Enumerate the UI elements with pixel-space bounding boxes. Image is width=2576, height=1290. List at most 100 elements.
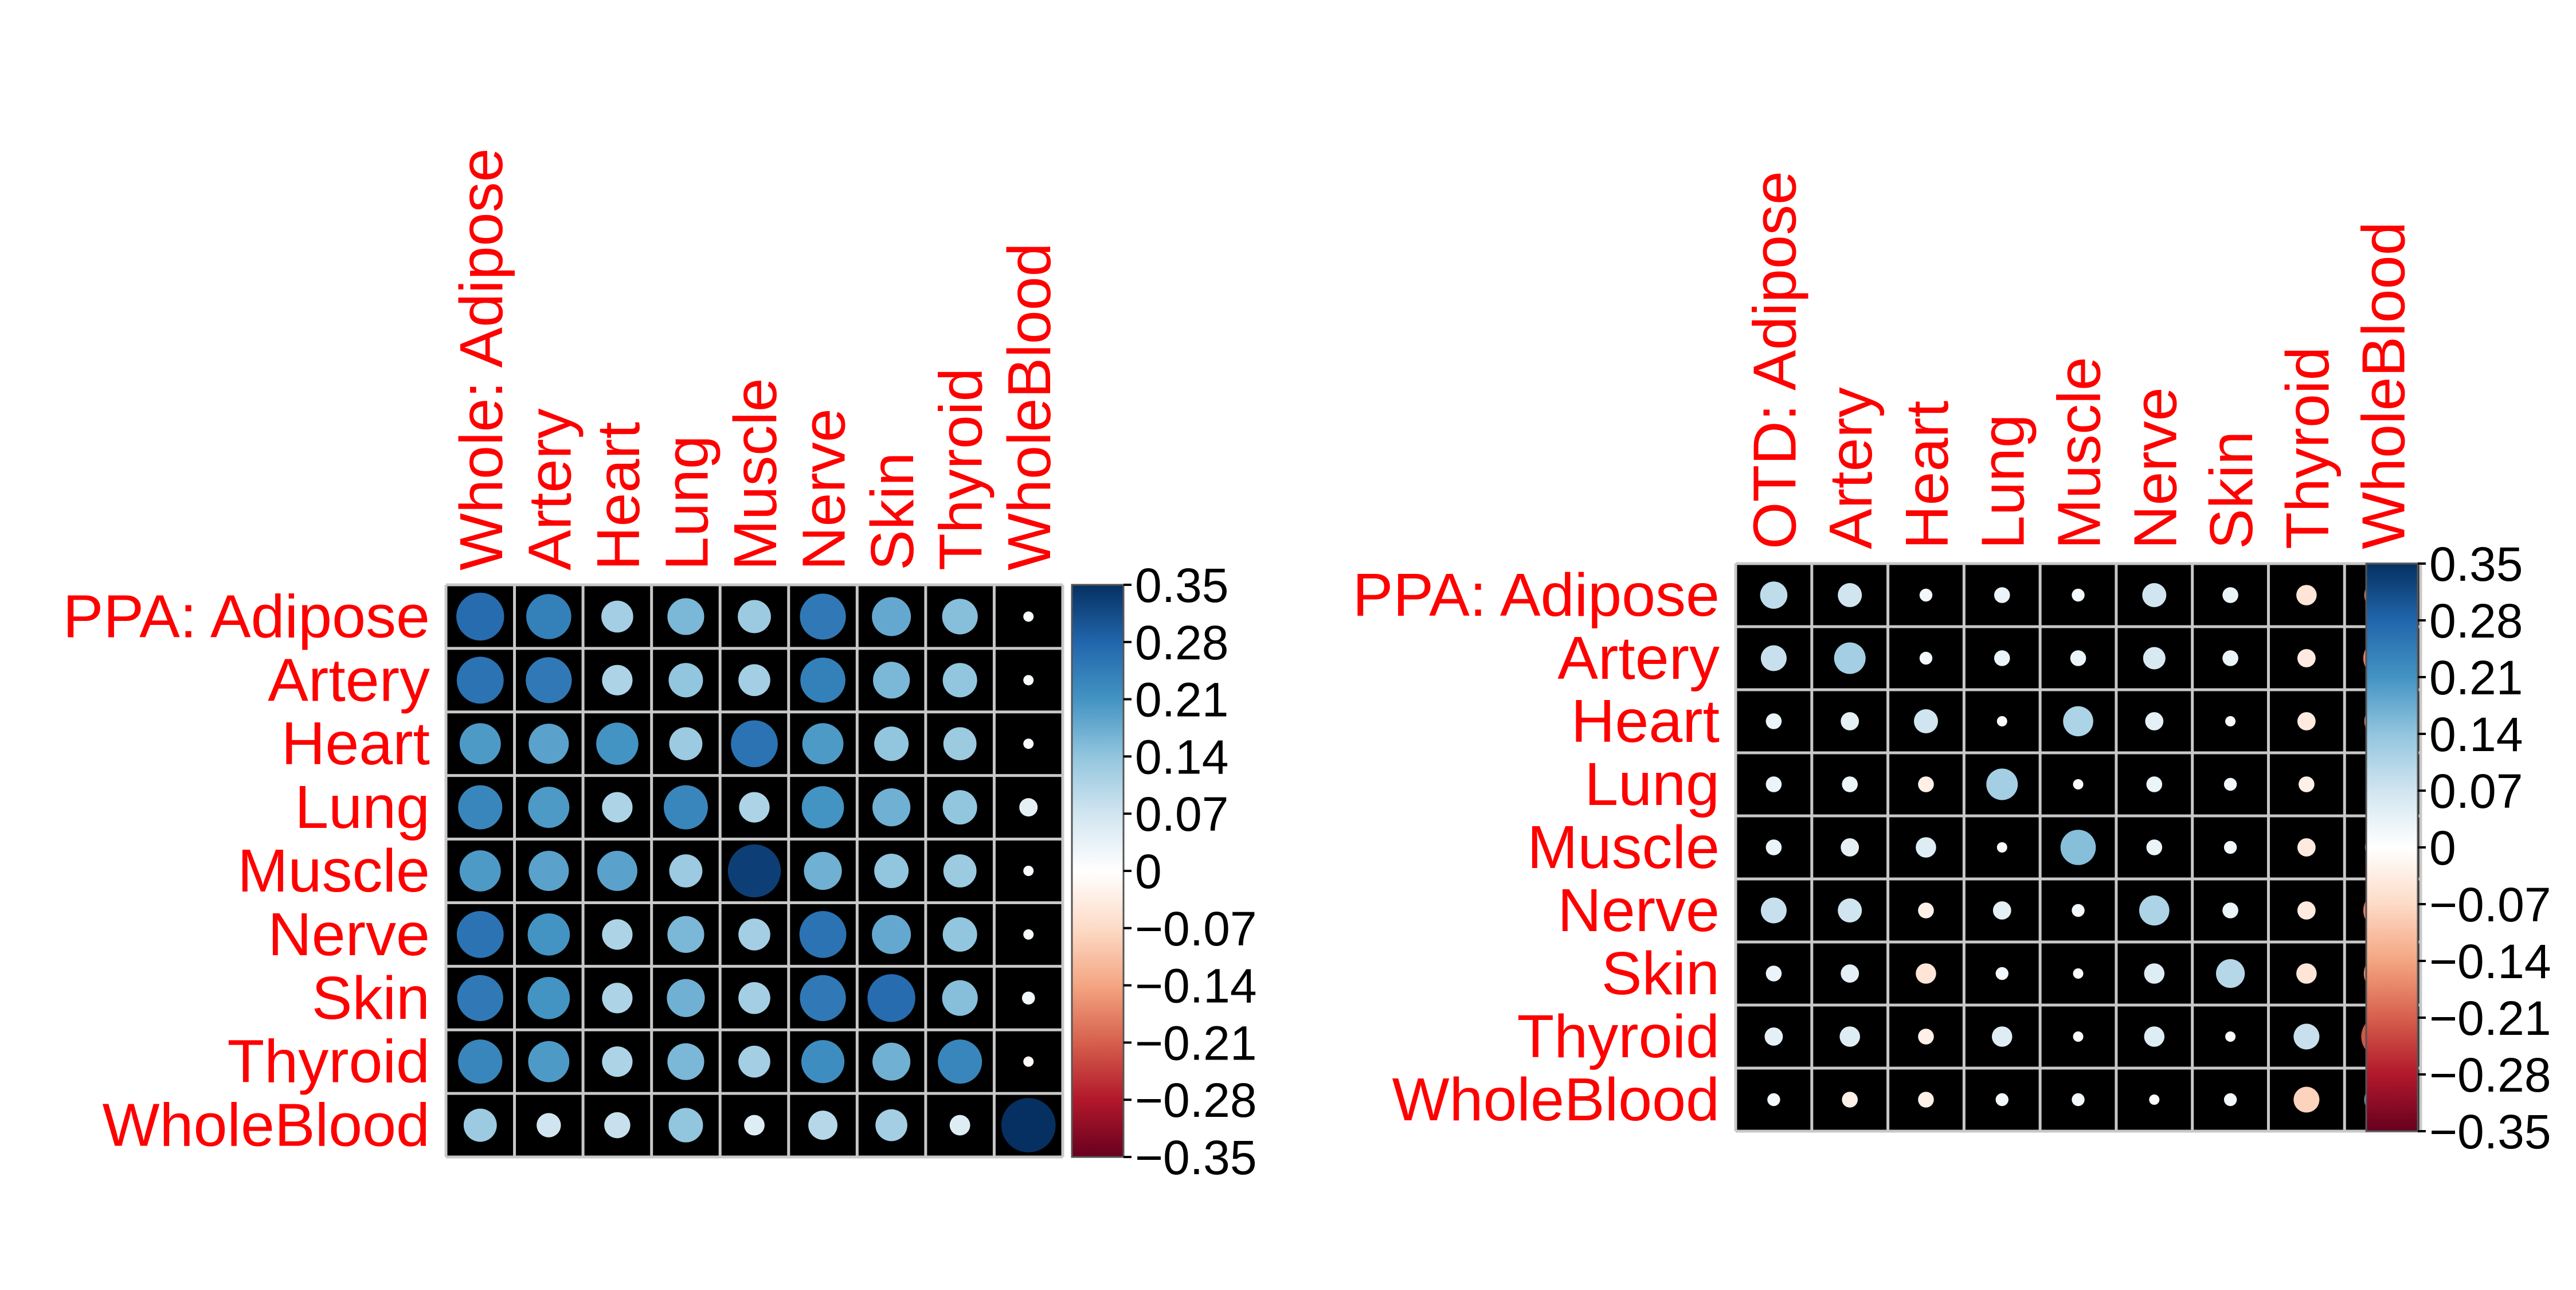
- correlation-dot: [1765, 839, 1782, 855]
- correlation-dot: [1838, 583, 1862, 607]
- correlation-dot: [2142, 583, 2167, 607]
- correlation-dot: [800, 975, 846, 1021]
- correlation-dot: [528, 787, 570, 828]
- correlation-dot: [457, 975, 503, 1021]
- colorbar-tick-label: −0.07: [2429, 878, 2551, 932]
- column-label: WholeBlood: [2350, 221, 2418, 549]
- row-label: Heart: [281, 710, 430, 777]
- correlation-dot: [527, 976, 570, 1019]
- colorbar-tick-label: 0.21: [1135, 673, 1229, 727]
- column-label: Thyroid: [2274, 347, 2342, 549]
- correlation-dot: [1994, 587, 2010, 603]
- correlation-dot: [943, 727, 977, 761]
- correlation-dot: [2293, 1086, 2320, 1113]
- correlation-dot: [800, 658, 845, 703]
- correlation-dot: [669, 727, 703, 761]
- correlation-dot: [1919, 588, 1933, 602]
- colorbar-tick-label: 0.07: [2429, 764, 2523, 818]
- row-label: Skin: [1602, 940, 1720, 1007]
- colorbar-tick-label: −0.21: [2429, 991, 2551, 1045]
- column-label: Heart: [585, 422, 652, 570]
- correlation-dot: [942, 599, 978, 635]
- correlation-dot: [601, 600, 633, 633]
- colorbar-tick-label: 0.14: [2429, 707, 2523, 761]
- correlation-dot: [528, 851, 569, 891]
- row-label: Nerve: [268, 901, 430, 968]
- correlation-dot: [526, 657, 572, 703]
- correlation-dot: [1841, 712, 1859, 730]
- colorbar-tick-label: 0.28: [1135, 616, 1229, 670]
- correlation-dot: [744, 1115, 765, 1136]
- column-label: OTD: Adipose: [1741, 171, 1808, 549]
- colorbar-tick-label: −0.35: [1135, 1131, 1257, 1185]
- column-label: Whole: Adipose: [448, 148, 515, 570]
- row-label: Lung: [295, 773, 430, 841]
- correlation-dot: [667, 1043, 704, 1080]
- correlation-dot: [668, 663, 703, 698]
- correlation-dot: [1916, 963, 1936, 984]
- correlation-dot: [738, 1045, 770, 1078]
- correlation-dot: [602, 1046, 633, 1077]
- correlation-dot: [2225, 1031, 2236, 1042]
- correlation-dot: [1760, 581, 1788, 609]
- correlation-dot: [459, 723, 501, 765]
- correlation-dot: [872, 914, 911, 954]
- correlation-dot: [1760, 645, 1787, 671]
- correlation-dot: [1841, 838, 1859, 857]
- correlation-dot: [731, 720, 778, 768]
- correlation-dot: [2299, 776, 2315, 792]
- correlation-dot: [1916, 837, 1936, 858]
- column-label: Nerve: [2121, 387, 2189, 549]
- correlation-dot: [1001, 1098, 1056, 1152]
- correlation-dot: [2144, 963, 2165, 984]
- correlation-dot: [738, 664, 770, 697]
- correlation-dot: [800, 593, 846, 640]
- correlation-dot: [2139, 895, 2170, 926]
- correlation-dot: [2225, 716, 2236, 726]
- colorbar-tick-label: −0.14: [1135, 959, 1257, 1013]
- correlation-dot: [669, 854, 703, 888]
- colorbar-tick-label: 0: [1135, 845, 1162, 898]
- correlation-dot: [1992, 901, 2011, 920]
- correlation-dot: [1918, 776, 1934, 792]
- colorbar-tick-label: 0.28: [2429, 594, 2523, 648]
- row-label: WholeBlood: [1392, 1066, 1720, 1133]
- correlation-dot: [2146, 839, 2163, 855]
- colorbar-tick-label: −0.35: [2429, 1105, 2551, 1159]
- correlation-dot: [528, 724, 569, 764]
- correlation-dot: [2149, 1094, 2160, 1105]
- correlation-dot: [799, 910, 847, 958]
- colorbar-tick-label: 0.21: [2429, 651, 2523, 705]
- correlation-dot: [1765, 713, 1782, 729]
- correlation-dot: [458, 1039, 503, 1084]
- correlation-dot: [872, 788, 911, 827]
- correlation-dot: [738, 918, 770, 951]
- correlation-dot: [456, 910, 504, 958]
- correlation-dot: [738, 600, 771, 634]
- colorbar-tick-label: −0.07: [1135, 902, 1257, 956]
- colorbar-tick-label: 0: [2429, 821, 2456, 875]
- correlation-dot: [1841, 964, 1859, 983]
- row-label: Artery: [1557, 624, 1720, 692]
- correlation-dot: [668, 1108, 703, 1143]
- correlation-dot: [1019, 798, 1038, 817]
- left-correlation-panel: PPA: AdiposeArteryHeartLungMuscleNerveSk…: [63, 148, 1257, 1185]
- correlation-dot: [867, 974, 915, 1022]
- correlation-dot: [1838, 898, 1862, 922]
- correlation-dot: [872, 597, 911, 636]
- correlation-dot: [2215, 959, 2245, 988]
- correlation-dot: [739, 792, 770, 823]
- correlation-dot: [1991, 1026, 2013, 1047]
- row-label: Nerve: [1557, 877, 1720, 944]
- correlation-dot: [949, 1115, 970, 1136]
- correlation-dot: [808, 1111, 837, 1140]
- row-label: Muscle: [237, 837, 430, 905]
- correlation-dot: [528, 1041, 570, 1082]
- correlation-dot: [1765, 776, 1782, 792]
- column-label: Lung: [1970, 414, 2037, 549]
- correlation-dot: [1834, 642, 1866, 674]
- colorbar-tick-label: 0.35: [1135, 558, 1229, 612]
- correlation-dot: [2223, 777, 2237, 791]
- correlation-dot: [942, 663, 977, 698]
